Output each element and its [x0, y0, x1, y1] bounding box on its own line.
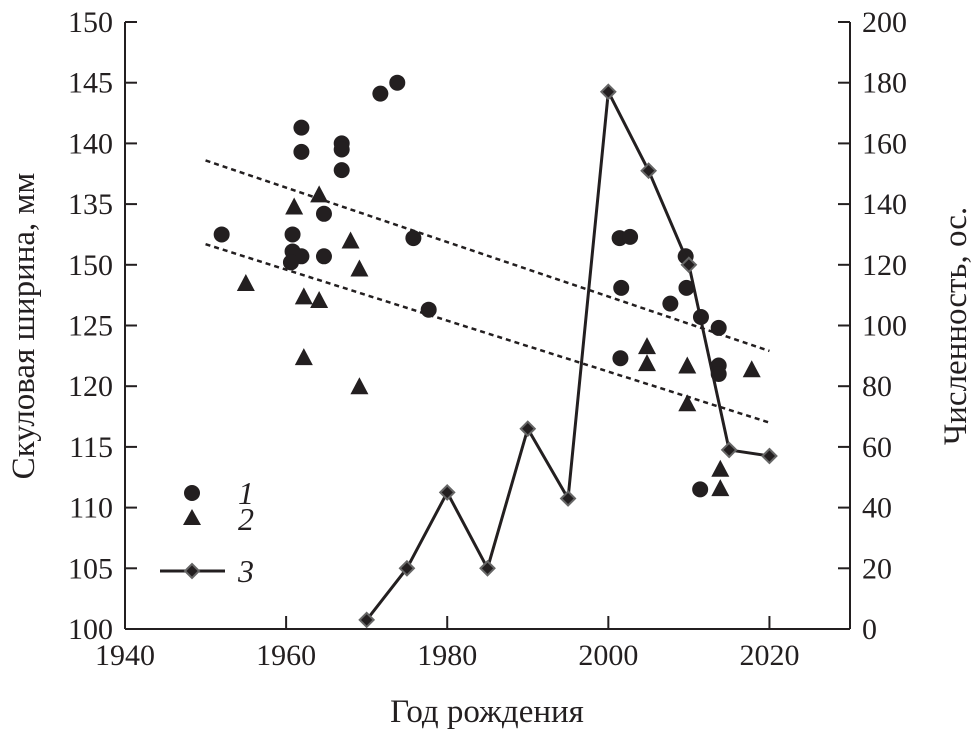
data-point-triangle — [711, 459, 730, 477]
legend-label-2: 2 — [238, 501, 254, 537]
y-left-tick-label: 120 — [68, 370, 113, 403]
y-axis-left-title: Скуловая ширина, мм — [6, 173, 42, 480]
data-point-circle — [420, 301, 437, 318]
legend-label-3: 3 — [237, 553, 254, 589]
trend-1-line — [205, 159, 770, 353]
data-point-circle — [315, 205, 332, 222]
data-point-triangle — [294, 348, 313, 366]
legend-marker-circle — [184, 485, 200, 501]
y-axis-right-title: Численность, ос. — [938, 207, 974, 445]
data-point-circle — [622, 228, 639, 245]
data-point-diamond — [680, 256, 698, 274]
data-point-triangle — [742, 360, 761, 378]
y-left-tick-label: 150 — [68, 249, 113, 282]
y-left-tick-label: 150 — [68, 6, 113, 39]
data-point-triangle — [310, 185, 329, 203]
data-point-diamond — [720, 441, 738, 459]
tick-labels: 1940 1960 1980 2000 202010010511011512012515… — [68, 6, 907, 672]
x-tick-label: 1960 — [256, 639, 316, 672]
data-point-triangle — [350, 377, 369, 395]
data-point-triangle — [350, 259, 369, 277]
data-point-circle — [405, 230, 422, 247]
y-right-tick-label: 100 — [862, 310, 907, 343]
x-tick-label: 1940 — [95, 639, 155, 672]
data-point-circle — [662, 295, 679, 312]
data-point-triangle — [678, 356, 697, 374]
data-point-circle — [372, 85, 389, 102]
x-tick-label: 1980 — [417, 639, 477, 672]
data-point-circle — [282, 254, 299, 271]
data-point-triangle — [678, 394, 697, 412]
data-point-triangle — [294, 287, 313, 305]
data-point-circle — [389, 74, 406, 91]
legend-label-1: 1 — [238, 475, 254, 511]
x-tick-label: 2020 — [739, 639, 799, 672]
data-point-triangle — [638, 354, 656, 372]
data-point-diamond — [398, 559, 416, 577]
y-left-tick-label: 135 — [68, 188, 113, 221]
trend-2-line — [205, 242, 770, 424]
trend-lines — [205, 159, 770, 424]
data-point-circle — [613, 279, 630, 296]
data-point-circle — [333, 141, 350, 158]
data-point-circle — [293, 119, 310, 136]
data-point-diamond — [358, 611, 376, 629]
y-right-tick-label: 200 — [862, 6, 907, 39]
data-point-diamond — [559, 490, 577, 507]
data-point-circle — [213, 226, 230, 243]
data-point-diamond — [519, 420, 537, 438]
y-left-tick-label: 125 — [68, 310, 113, 343]
y-right-tick-label: 40 — [862, 492, 892, 525]
y-left-tick-label: 145 — [68, 67, 113, 100]
data-point-triangle — [310, 291, 329, 309]
data-point-circle — [692, 481, 709, 498]
data-point-diamond — [438, 484, 456, 501]
legend-marker-diamond — [183, 562, 201, 580]
data-point-diamond — [479, 559, 496, 577]
data-point-triangle — [341, 231, 360, 249]
y-right-tick-label: 0 — [862, 613, 877, 646]
data-point-diamond — [761, 447, 778, 465]
x-axis-title: Год рождения — [390, 694, 584, 730]
y-right-tick-label: 180 — [862, 67, 907, 100]
y-left-tick-label: 140 — [68, 127, 113, 160]
x-tick-label: 2000 — [578, 639, 638, 672]
data-point-triangle — [285, 197, 304, 215]
y-right-tick-label: 20 — [862, 552, 892, 585]
y-right-tick-label: 120 — [862, 249, 907, 282]
data-point-diamond — [599, 83, 617, 101]
legend: 1 2 3 — [160, 475, 254, 589]
data-point-circle — [678, 279, 695, 296]
y-right-tick-label: 160 — [862, 127, 907, 160]
data-point-circle — [710, 319, 727, 336]
axes — [124, 21, 851, 630]
y-right-tick-label: 60 — [862, 431, 892, 464]
series-3-line — [365, 90, 770, 621]
y-left-tick-label: 115 — [69, 431, 113, 464]
data-point-triangle — [236, 274, 255, 292]
legend-marker-triangle — [183, 509, 201, 525]
data-point-circle — [612, 350, 629, 367]
data-point-triangle — [638, 337, 656, 355]
y-left-tick-label: 100 — [68, 613, 113, 646]
data-point-circle — [333, 162, 350, 179]
y-left-tick-label: 105 — [68, 552, 113, 585]
data-marks — [213, 74, 778, 629]
y-left-tick-label: 110 — [69, 492, 113, 525]
y-right-tick-label: 140 — [862, 188, 907, 221]
data-point-triangle — [711, 479, 730, 497]
y-right-tick-label: 80 — [862, 370, 892, 403]
data-point-diamond — [640, 162, 658, 180]
data-point-circle — [315, 248, 332, 265]
data-point-circle — [284, 226, 301, 243]
data-point-circle — [293, 143, 310, 160]
